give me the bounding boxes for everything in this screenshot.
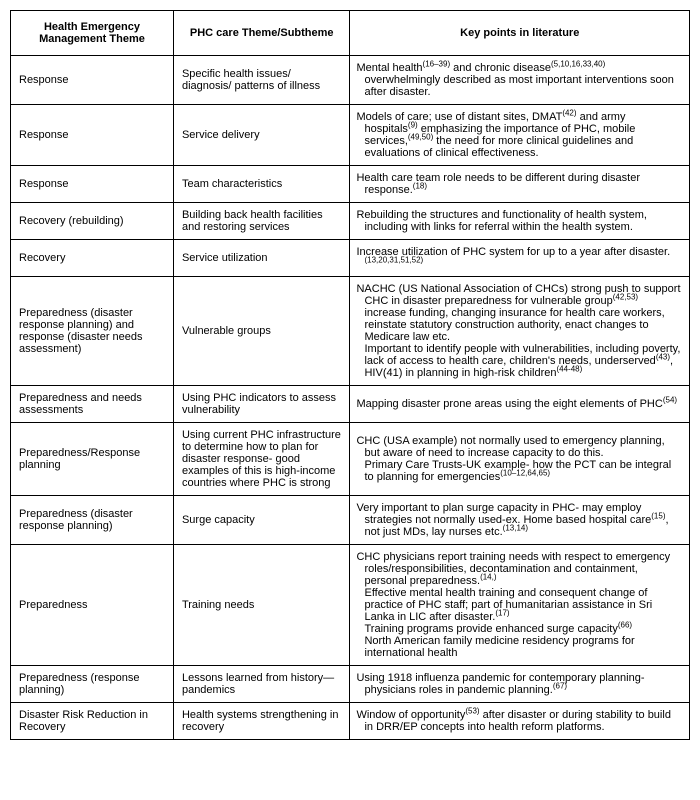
col-header-theme: Health Emergency Management Theme [11, 11, 174, 56]
cell-keypoints: Window of opportunity(53) after disaster… [350, 703, 690, 740]
cell-subtheme: Using current PHC infrastructure to dete… [173, 423, 350, 496]
cell-subtheme: Service delivery [173, 105, 350, 166]
table-row: Preparedness and needs assessmentsUsing … [11, 386, 690, 423]
table-row: ResponseService deliveryModels of care; … [11, 105, 690, 166]
cell-theme: Response [11, 166, 174, 203]
cell-theme: Disaster Risk Reduction in Recovery [11, 703, 174, 740]
cell-subtheme: Health systems strengthening in recovery [173, 703, 350, 740]
cell-keypoints: CHC (USA example) not normally used to e… [350, 423, 690, 496]
cell-keypoints: NACHC (US National Association of CHCs) … [350, 277, 690, 386]
cell-subtheme: Training needs [173, 545, 350, 666]
cell-theme: Recovery [11, 240, 174, 277]
cell-subtheme: Service utilization [173, 240, 350, 277]
literature-table: Health Emergency Management Theme PHC ca… [10, 10, 690, 740]
table-row: Preparedness/Response planningUsing curr… [11, 423, 690, 496]
cell-theme: Preparedness (response planning) [11, 666, 174, 703]
cell-keypoints: Rebuilding the structures and functional… [350, 203, 690, 240]
cell-theme: Preparedness (disaster response planning… [11, 277, 174, 386]
table-row: Recovery (rebuilding)Building back healt… [11, 203, 690, 240]
cell-theme: Preparedness [11, 545, 174, 666]
cell-subtheme: Using PHC indicators to assess vulnerabi… [173, 386, 350, 423]
table-header-row: Health Emergency Management Theme PHC ca… [11, 11, 690, 56]
table-row: Preparedness (disaster response planning… [11, 496, 690, 545]
cell-keypoints: Very important to plan surge capacity in… [350, 496, 690, 545]
table-row: ResponseSpecific health issues/ diagnosi… [11, 56, 690, 105]
cell-subtheme: Surge capacity [173, 496, 350, 545]
cell-theme: Response [11, 56, 174, 105]
table-row: ResponseTeam characteristicsHealth care … [11, 166, 690, 203]
cell-keypoints: Increase utilization of PHC system for u… [350, 240, 690, 277]
table-row: Disaster Risk Reduction in RecoveryHealt… [11, 703, 690, 740]
cell-keypoints: CHC physicians report training needs wit… [350, 545, 690, 666]
cell-subtheme: Team characteristics [173, 166, 350, 203]
cell-keypoints: Mapping disaster prone areas using the e… [350, 386, 690, 423]
table-row: Preparedness (disaster response planning… [11, 277, 690, 386]
cell-subtheme: Lessons learned from history—pandemics [173, 666, 350, 703]
cell-keypoints: Health care team role needs to be differ… [350, 166, 690, 203]
cell-keypoints: Using 1918 influenza pandemic for contem… [350, 666, 690, 703]
cell-theme: Response [11, 105, 174, 166]
cell-keypoints: Mental health(16–39) and chronic disease… [350, 56, 690, 105]
col-header-subtheme: PHC care Theme/Subtheme [173, 11, 350, 56]
cell-theme: Preparedness/Response planning [11, 423, 174, 496]
cell-theme: Recovery (rebuilding) [11, 203, 174, 240]
cell-subtheme: Specific health issues/ diagnosis/ patte… [173, 56, 350, 105]
cell-theme: Preparedness and needs assessments [11, 386, 174, 423]
cell-subtheme: Building back health facilities and rest… [173, 203, 350, 240]
cell-theme: Preparedness (disaster response planning… [11, 496, 174, 545]
table-row: Preparedness (response planning)Lessons … [11, 666, 690, 703]
cell-keypoints: Models of care; use of distant sites, DM… [350, 105, 690, 166]
table-row: PreparednessTraining needsCHC physicians… [11, 545, 690, 666]
col-header-keypoints: Key points in literature [350, 11, 690, 56]
table-row: RecoveryService utilizationIncrease util… [11, 240, 690, 277]
cell-subtheme: Vulnerable groups [173, 277, 350, 386]
